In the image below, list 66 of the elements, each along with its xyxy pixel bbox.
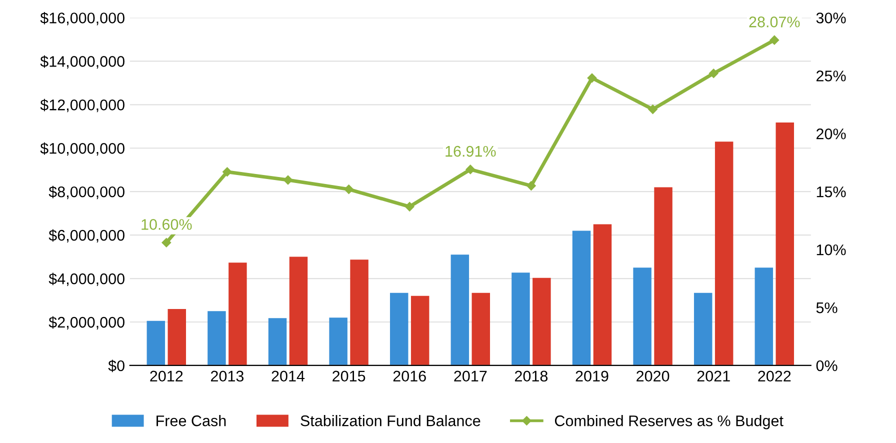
y-tick-label: $0 [108, 360, 124, 372]
y-tick-label: $14,000,000 [40, 55, 124, 69]
point [162, 238, 172, 248]
legend-label: Free Cash [156, 415, 226, 426]
data-label: 10.60% [142, 219, 192, 230]
bar [776, 122, 794, 366]
data-label: 16.91% [446, 146, 496, 157]
x-tick-label: 2016 [393, 370, 426, 382]
y-tick-label: $8,000,000 [48, 186, 124, 200]
bar [146, 320, 166, 366]
point [466, 164, 476, 174]
bar [228, 262, 247, 366]
y2-tick-label: 20% [816, 128, 846, 140]
point [708, 68, 718, 78]
bar [472, 292, 490, 366]
bar [754, 268, 774, 366]
x-tick-label: 2022 [758, 370, 791, 382]
x-tick-label: 2014 [272, 370, 305, 382]
point [283, 175, 293, 185]
bar [654, 187, 672, 366]
bar [208, 311, 226, 366]
point [587, 73, 597, 83]
bar [329, 318, 348, 366]
y-tick-label: $2,000,000 [48, 316, 124, 330]
y2-tick-label: 10% [816, 244, 846, 256]
y2-tick-label: 15% [816, 186, 846, 198]
point [648, 104, 658, 114]
bar [532, 278, 551, 366]
x-tick-label: 2017 [454, 370, 487, 382]
bar [593, 224, 612, 366]
point [344, 184, 354, 194]
bar [714, 142, 734, 366]
x-tick-label: 2020 [636, 370, 670, 382]
y-tick-label: $6,000,000 [48, 229, 124, 243]
y2-tick-label: 30% [816, 12, 846, 24]
x-tick-label: 2012 [150, 370, 183, 382]
legend-label: Combined Reserves as % Budget [554, 415, 784, 430]
bar [512, 272, 530, 366]
y2-tick-label: 0% [816, 360, 838, 372]
y2-tick-label: 5% [816, 302, 838, 314]
bar [168, 308, 186, 366]
data-label: 28.07% [749, 16, 800, 28]
bar [572, 230, 591, 366]
bar [633, 268, 652, 366]
y-tick-label: $16,000,000 [40, 12, 124, 26]
y-tick-label: $12,000,000 [40, 98, 124, 112]
legend-label: Stabilization Fund Balance [300, 415, 480, 426]
point [526, 181, 536, 190]
bar [450, 254, 470, 366]
y2-tick-label: 25% [816, 70, 846, 82]
x-tick-label: 2021 [697, 370, 730, 382]
bar [350, 260, 368, 366]
x-tick-label: 2015 [332, 370, 366, 382]
point [770, 35, 780, 45]
point [404, 202, 414, 212]
point [222, 167, 232, 177]
y-tick-label: $10,000,000 [40, 142, 124, 156]
y-tick-label: $4,000,000 [48, 272, 124, 286]
x-tick-label: 2013 [210, 370, 244, 382]
bar [268, 318, 287, 366]
bar [289, 256, 308, 366]
bar [410, 296, 430, 366]
bar [694, 292, 712, 366]
bar [390, 292, 408, 366]
x-tick-label: 2019 [576, 370, 608, 382]
x-tick-label: 2018 [514, 370, 548, 382]
